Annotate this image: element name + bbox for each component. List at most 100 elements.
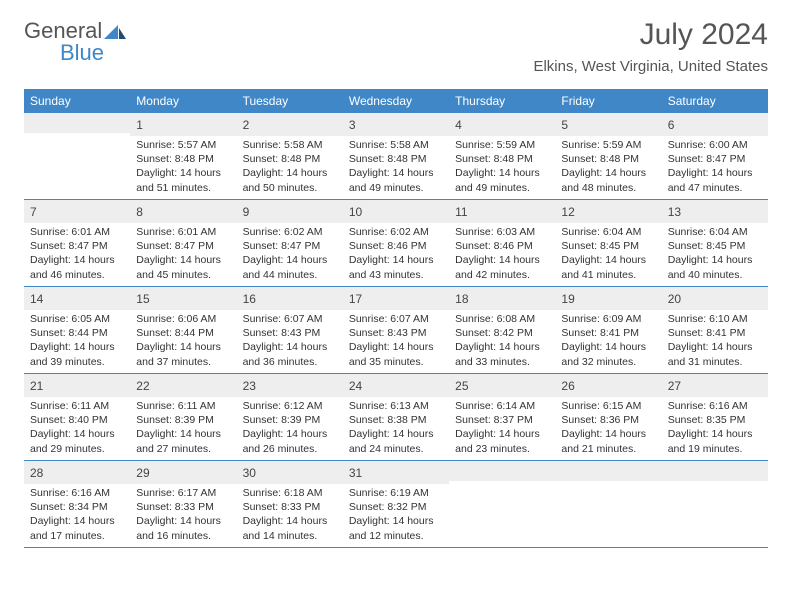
day-details: Sunrise: 6:03 AMSunset: 8:46 PMDaylight:… — [449, 223, 555, 286]
month-title: July 2024 — [533, 18, 768, 52]
day-number: 31 — [349, 466, 362, 480]
day-number: 5 — [561, 118, 568, 132]
daylight-line: Daylight: 14 hours and 45 minutes. — [136, 253, 230, 281]
sunset-line: Sunset: 8:41 PM — [668, 326, 762, 340]
sunrise-line: Sunrise: 6:10 AM — [668, 312, 762, 326]
day-number: 27 — [668, 379, 681, 393]
calendar-cell: 8Sunrise: 6:01 AMSunset: 8:47 PMDaylight… — [130, 200, 236, 286]
day-details: Sunrise: 6:02 AMSunset: 8:46 PMDaylight:… — [343, 223, 449, 286]
day-details: Sunrise: 6:09 AMSunset: 8:41 PMDaylight:… — [555, 310, 661, 373]
daylight-line: Daylight: 14 hours and 35 minutes. — [349, 340, 443, 368]
daylight-line: Daylight: 14 hours and 27 minutes. — [136, 427, 230, 455]
day-number: 15 — [136, 292, 149, 306]
day-details: Sunrise: 6:19 AMSunset: 8:32 PMDaylight:… — [343, 484, 449, 547]
daylight-line: Daylight: 14 hours and 21 minutes. — [561, 427, 655, 455]
calendar-cell: 24Sunrise: 6:13 AMSunset: 8:38 PMDayligh… — [343, 374, 449, 460]
sunset-line: Sunset: 8:33 PM — [243, 500, 337, 514]
calendar-cell: 15 Sunrise: 6:06 AMSunset: 8:44 PMDayligh… — [130, 287, 236, 373]
calendar-cell: 9 Sunrise: 6:02 AMSunset: 8:47 PMDaylight… — [237, 200, 343, 286]
calendar-cell: 12Sunrise: 6:04 AMSunset: 8:45 PMDayligh… — [555, 200, 661, 286]
day-number: 24 — [349, 379, 362, 393]
day-details: Sunrise: 6:06 AMSunset: 8:44 PMDaylight:… — [130, 310, 236, 373]
day-number: 26 — [561, 379, 574, 393]
calendar-cell: 25Sunrise: 6:14 AMSunset: 8:37 PMDayligh… — [449, 374, 555, 460]
sunrise-line: Sunrise: 6:15 AM — [561, 399, 655, 413]
dayname-header: Monday — [130, 89, 236, 113]
day-details: Sunrise: 6:16 AMSunset: 8:35 PMDaylight:… — [662, 397, 768, 460]
day-number: 17 — [349, 292, 362, 306]
day-number: 9 — [243, 205, 250, 219]
sunrise-line: Sunrise: 6:06 AM — [136, 312, 230, 326]
day-details: Sunrise: 5:59 AMSunset: 8:48 PMDaylight:… — [449, 136, 555, 199]
sunrise-line: Sunrise: 6:00 AM — [668, 138, 762, 152]
calendar-cell: 31 Sunrise: 6:19 AMSunset: 8:32 PMDayligh… — [343, 461, 449, 547]
sunrise-line: Sunrise: 6:16 AM — [30, 486, 124, 500]
day-number: 6 — [668, 118, 675, 132]
day-details: Sunrise: 6:00 AMSunset: 8:47 PMDaylight:… — [662, 136, 768, 199]
calendar-cell: 20Sunrise: 6:10 AMSunset: 8:41 PMDayligh… — [662, 287, 768, 373]
daylight-line: Daylight: 14 hours and 26 minutes. — [243, 427, 337, 455]
calendar-cell: 11Sunrise: 6:03 AMSunset: 8:46 PMDayligh… — [449, 200, 555, 286]
sunset-line: Sunset: 8:48 PM — [349, 152, 443, 166]
sunset-line: Sunset: 8:36 PM — [561, 413, 655, 427]
calendar-cell: 4Sunrise: 5:59 AMSunset: 8:48 PMDaylight… — [449, 113, 555, 199]
daylight-line: Daylight: 14 hours and 14 minutes. — [243, 514, 337, 542]
day-details: Sunrise: 6:05 AMSunset: 8:44 PMDaylight:… — [24, 310, 130, 373]
sunrise-line: Sunrise: 5:58 AM — [349, 138, 443, 152]
daylight-line: Daylight: 14 hours and 19 minutes. — [668, 427, 762, 455]
sunrise-line: Sunrise: 6:14 AM — [455, 399, 549, 413]
sunrise-line: Sunrise: 6:03 AM — [455, 225, 549, 239]
sunrise-line: Sunrise: 6:11 AM — [30, 399, 124, 413]
sunset-line: Sunset: 8:40 PM — [30, 413, 124, 427]
day-number: 13 — [668, 205, 681, 219]
sunset-line: Sunset: 8:33 PM — [136, 500, 230, 514]
daylight-line: Daylight: 14 hours and 24 minutes. — [349, 427, 443, 455]
sunset-line: Sunset: 8:43 PM — [349, 326, 443, 340]
sunset-line: Sunset: 8:34 PM — [30, 500, 124, 514]
day-details: Sunrise: 6:14 AMSunset: 8:37 PMDaylight:… — [449, 397, 555, 460]
sunset-line: Sunset: 8:44 PM — [30, 326, 124, 340]
sunrise-line: Sunrise: 6:09 AM — [561, 312, 655, 326]
day-details: Sunrise: 6:08 AMSunset: 8:42 PMDaylight:… — [449, 310, 555, 373]
sunset-line: Sunset: 8:38 PM — [349, 413, 443, 427]
daylight-line: Daylight: 14 hours and 49 minutes. — [455, 166, 549, 194]
calendar-cell — [449, 461, 555, 547]
day-details: Sunrise: 6:07 AMSunset: 8:43 PMDaylight:… — [237, 310, 343, 373]
day-details: Sunrise: 6:17 AMSunset: 8:33 PMDaylight:… — [130, 484, 236, 547]
calendar: SundayMondayTuesdayWednesdayThursdayFrid… — [24, 89, 768, 548]
dayname-header: Sunday — [24, 89, 130, 113]
calendar-cell: 7 Sunrise: 6:01 AMSunset: 8:47 PMDaylight… — [24, 200, 130, 286]
calendar-cell: 26 Sunrise: 6:15 AMSunset: 8:36 PMDayligh… — [555, 374, 661, 460]
calendar-week: 28 Sunrise: 6:16 AMSunset: 8:34 PM Dayligh… — [24, 461, 768, 548]
daylight-line: Daylight: 14 hours and 48 minutes. — [561, 166, 655, 194]
daylight-line: Daylight: 14 hours and 12 minutes. — [349, 514, 443, 542]
sunset-line: Sunset: 8:45 PM — [561, 239, 655, 253]
sunrise-line: Sunrise: 5:57 AM — [136, 138, 230, 152]
daylight-line: Daylight: 14 hours and 36 minutes. — [243, 340, 337, 368]
day-number: 10 — [349, 205, 362, 219]
sunset-line: Sunset: 8:32 PM — [349, 500, 443, 514]
sunrise-line: Sunrise: 6:05 AM — [30, 312, 124, 326]
calendar-cell: 14Sunrise: 6:05 AMSunset: 8:44 PMDayligh… — [24, 287, 130, 373]
sunset-line: Sunset: 8:48 PM — [561, 152, 655, 166]
sunrise-line: Sunrise: 6:04 AM — [561, 225, 655, 239]
daylight-line: Daylight: 14 hours and 49 minutes. — [349, 166, 443, 194]
calendar-cell: 6 Sunrise: 6:00 AMSunset: 8:47 PMDaylight… — [662, 113, 768, 199]
day-number: 7 — [30, 205, 37, 219]
day-details: Sunrise: 6:02 AMSunset: 8:47 PMDaylight:… — [237, 223, 343, 286]
day-details: Sunrise: 5:59 AMSunset: 8:48 PMDaylight:… — [555, 136, 661, 199]
sunset-line: Sunset: 8:46 PM — [455, 239, 549, 253]
calendar-cell: 27 Sunrise: 6:16 AMSunset: 8:35 PMDayligh… — [662, 374, 768, 460]
calendar-week: 1Sunrise: 5:57 AMSunset: 8:48 PMDaylight… — [24, 113, 768, 200]
daylight-line: Daylight: 14 hours and 43 minutes. — [349, 253, 443, 281]
calendar-cell: 13Sunrise: 6:04 AMSunset: 8:45 PMDayligh… — [662, 200, 768, 286]
logo-sail-icon — [104, 25, 126, 41]
day-number: 28 — [30, 466, 43, 480]
day-details: Sunrise: 5:58 AMSunset: 8:48 PMDaylight:… — [237, 136, 343, 199]
day-details: Sunrise: 6:11 AMSunset: 8:39 PMDaylight:… — [130, 397, 236, 460]
sunset-line: Sunset: 8:47 PM — [30, 239, 124, 253]
calendar-cell: 1Sunrise: 5:57 AMSunset: 8:48 PMDaylight… — [130, 113, 236, 199]
calendar-cell: 19Sunrise: 6:09 AMSunset: 8:41 PMDayligh… — [555, 287, 661, 373]
sunrise-line: Sunrise: 6:12 AM — [243, 399, 337, 413]
day-details: Sunrise: 6:01 AMSunset: 8:47 PMDaylight:… — [24, 223, 130, 286]
